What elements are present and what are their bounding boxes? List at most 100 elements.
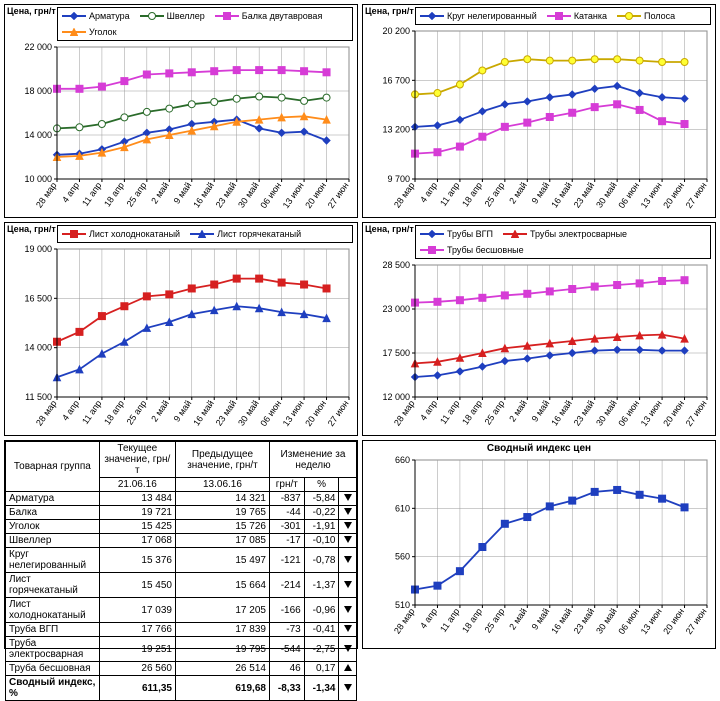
cell-name: Лист горячекатаный [6,573,100,598]
svg-text:25 апр: 25 апр [125,180,149,208]
triangle-down-icon [344,645,352,652]
cell-dir [339,573,357,598]
chart-panel-0: Цена, грн/тАрматураШвеллерБалка двутавро… [4,4,358,218]
legend-item: Катанка [547,11,607,21]
cell-name: Труба бесшовная [6,662,100,676]
cell-abs: -214 [269,573,304,598]
svg-text:4 апр: 4 апр [60,398,81,422]
table-row: Сводный индекс, % 611,35 619,68 -8,33 -1… [6,676,357,701]
cell-cur: 15 376 [99,548,175,573]
svg-text:13 200: 13 200 [382,125,410,135]
cell-cur: 15 425 [99,520,175,534]
y-axis-label: Цена, грн/т [7,225,56,235]
svg-text:610: 610 [395,503,410,513]
svg-text:25 апр: 25 апр [125,398,149,426]
data-table-panel: Товарная группа Текущее значение, грн/т … [4,440,358,649]
svg-text:27 июн: 27 июн [326,398,351,428]
cell-pct: -5,84 [304,492,339,506]
cell-prev: 14 321 [176,492,270,506]
triangle-down-icon [344,556,352,563]
svg-text:27 июн: 27 июн [684,606,709,636]
chart-svg: 10 00014 00018 00022 00028 мар4 апр11 ап… [5,43,357,221]
svg-text:20 июн: 20 июн [661,398,686,428]
y-axis-label: Цена, грн/т [365,7,414,17]
svg-text:27 июн: 27 июн [684,398,709,428]
svg-text:23 000: 23 000 [382,304,410,314]
th-dir [339,478,357,492]
chart-panel-3: Цена, грн/тТрубы ВГПТрубы электросварные… [362,222,716,436]
svg-text:4 апр: 4 апр [418,180,439,204]
svg-text:16 май: 16 май [191,398,216,427]
cell-cur: 13 484 [99,492,175,506]
cell-dir [339,534,357,548]
triangle-down-icon [344,494,352,501]
svg-text:28 500: 28 500 [382,261,410,270]
chart-svg: 12 00017 50023 00028 50028 мар4 апр11 ап… [363,261,715,439]
svg-text:20 июн: 20 июн [303,398,328,428]
svg-text:23 май: 23 май [572,180,597,209]
cell-pct: -0,10 [304,534,339,548]
chart-svg: 11 50014 00016 50019 00028 мар4 апр11 ап… [5,245,357,439]
legend-label: Уголок [89,27,117,37]
table-row: Труба ВГП 17 766 17 839 -73 -0,41 [6,623,357,637]
svg-text:30 май: 30 май [236,180,261,209]
svg-text:11 апр: 11 апр [80,398,104,426]
svg-text:20 200: 20 200 [382,27,410,36]
th-date-prev: 13.06.16 [176,478,270,492]
legend-label: Катанка [574,11,607,21]
legend-item: Полоса [617,11,675,21]
cell-name: Балка [6,506,100,520]
svg-text:28 мар: 28 мар [392,398,417,427]
legend-label: Швеллер [167,11,205,21]
svg-text:30 май: 30 май [594,606,619,635]
svg-text:13 июн: 13 июн [281,180,306,210]
svg-text:27 июн: 27 июн [684,180,709,210]
cell-pct: -0,78 [304,548,339,573]
svg-text:16 май: 16 май [549,180,574,209]
cell-prev: 15 726 [176,520,270,534]
legend-label: Арматура [89,11,130,21]
svg-text:17 500: 17 500 [382,348,410,358]
svg-text:23 май: 23 май [572,606,597,635]
triangle-down-icon [344,625,352,632]
svg-text:11 апр: 11 апр [438,180,462,208]
cell-cur: 15 450 [99,573,175,598]
legend-label: Лист холоднокатаный [89,229,180,239]
svg-text:06 июн: 06 июн [616,606,641,636]
svg-text:2 май: 2 май [149,180,171,205]
cell-abs: -301 [269,520,304,534]
svg-text:9 май: 9 май [530,606,552,631]
cell-cur: 26 560 [99,662,175,676]
svg-text:30 май: 30 май [236,398,261,427]
table-row: Арматура 13 484 14 321 -837 -5,84 [6,492,357,506]
svg-text:13 июн: 13 июн [639,398,664,428]
triangle-up-icon [344,664,352,671]
cell-dir [339,548,357,573]
svg-text:18 000: 18 000 [24,86,52,96]
svg-text:28 мар: 28 мар [392,180,417,209]
cell-dir [339,623,357,637]
legend-label: Трубы электросварные [530,229,627,239]
legend-item: Арматура [62,11,130,21]
svg-text:06 июн: 06 июн [616,398,641,428]
y-axis-label: Цена, грн/т [365,225,414,235]
triangle-down-icon [344,581,352,588]
cell-name: Труба ВГП [6,623,100,637]
cell-abs: 46 [269,662,304,676]
svg-text:13 июн: 13 июн [639,606,664,636]
svg-text:9 май: 9 май [530,398,552,423]
svg-text:14 000: 14 000 [24,343,52,353]
svg-text:4 апр: 4 апр [418,606,439,630]
svg-text:11 апр: 11 апр [438,398,462,426]
legend-item: Трубы электросварные [503,229,627,239]
chart-legend: АрматураШвеллерБалка двутавроваяУголок [57,7,353,41]
svg-text:18 апр: 18 апр [102,180,126,208]
svg-text:4 апр: 4 апр [418,398,439,422]
cell-prev: 19 765 [176,506,270,520]
svg-text:14 000: 14 000 [24,130,52,140]
th-pct: % [304,478,339,492]
cell-prev: 17 205 [176,598,270,623]
svg-text:23 май: 23 май [572,398,597,427]
svg-text:25 апр: 25 апр [483,606,507,634]
chart-panel-1: Цена, грн/тКруг нелегированныйКатанкаПол… [362,4,716,218]
